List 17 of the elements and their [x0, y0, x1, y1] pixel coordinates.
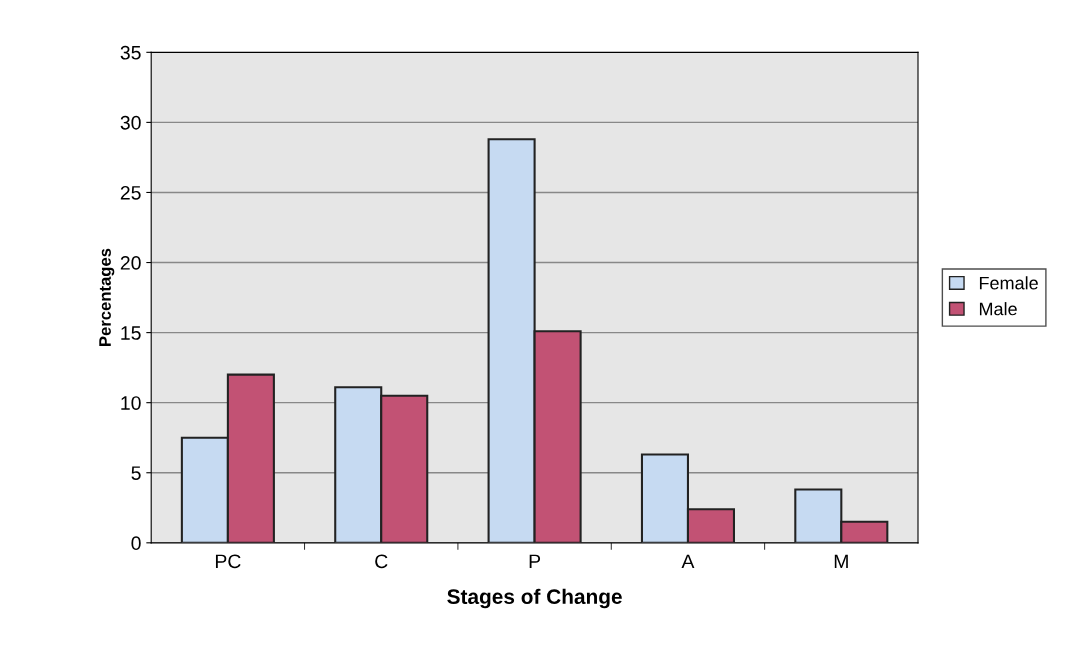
- y-tick-label: 30: [120, 115, 141, 130]
- x-tick-label: P: [529, 554, 541, 569]
- y-tick-label: 0: [131, 536, 141, 551]
- x-axis-title: Stages of Change: [447, 588, 622, 609]
- y-tick-label: 35: [120, 45, 141, 60]
- x-tick-label: PC: [215, 554, 241, 569]
- y-axis-title: Percentages: [99, 248, 115, 347]
- y-tick-label: 10: [121, 396, 141, 410]
- y-tick-label: 20: [120, 256, 141, 270]
- x-tick-label: M: [834, 554, 848, 569]
- legend-label: Female: [979, 276, 1038, 290]
- y-tick-label: 5: [131, 466, 141, 480]
- y-tick-label: 15: [121, 326, 141, 340]
- x-tick-label: C: [375, 554, 388, 569]
- y-tick-label: 25: [120, 185, 141, 200]
- x-tick-label: A: [681, 554, 695, 569]
- legend-label: Male: [979, 302, 1017, 316]
